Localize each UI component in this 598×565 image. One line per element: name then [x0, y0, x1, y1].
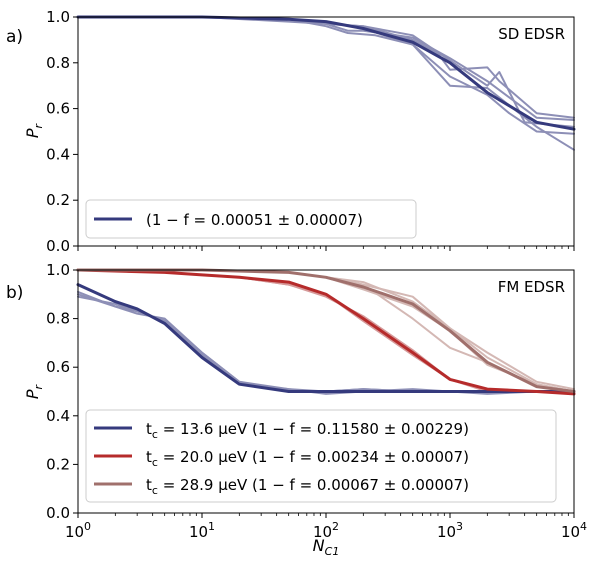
legend-label-sd: (1 − f = 0.00051 ± 0.00007) [146, 211, 363, 229]
series-line-1-4 [76, 268, 576, 396]
y-tick-label-0-4: 0.8 [46, 54, 70, 72]
panel-b-series [76, 268, 576, 396]
y-tick-label-1-1: 0.2 [46, 455, 70, 473]
series-line-1-0 [76, 283, 576, 393]
y-tick-label-1-3: 0.6 [46, 358, 70, 376]
panel-b-title: FM EDSR [498, 278, 565, 296]
y-tick-label-1-4: 0.8 [46, 310, 70, 328]
panel-a-legend: (1 − f = 0.00051 ± 0.00007) [85, 199, 417, 239]
panel-a-series [76, 15, 576, 151]
panel-a-title: SD EDSR [498, 25, 565, 43]
panel-a-ylabel: Pr [23, 122, 45, 138]
x-tick-label-0: 100 [65, 520, 91, 541]
panel-a-letter: a) [6, 27, 23, 47]
panel-a-legend-box [85, 199, 417, 239]
panel-a-ticks: 0.0 0.2 0.4 0.6 0.8 1.0 [46, 8, 575, 255]
y-tick-label-0-3: 0.6 [46, 100, 70, 118]
y-tick-label-0-5: 1.0 [46, 8, 70, 26]
x-tick-label-3: 103 [437, 520, 463, 541]
x-tick-label-1: 101 [189, 520, 215, 541]
series-line-0-0 [76, 15, 576, 131]
y-tick-label-1-5: 1.0 [46, 261, 70, 279]
legend-label-20-0: tc = 20.0 μeV (1 − f = 0.00234 ± 0.00007… [146, 448, 469, 469]
series-line-1-1 [77, 293, 575, 393]
y-tick-label-0-1: 0.2 [46, 191, 70, 209]
panel-a: 0.0 0.2 0.4 0.6 0.8 1.0 a) SD EDSR Pr (1 − f … [6, 8, 576, 255]
y-tick-label-0-2: 0.4 [46, 145, 70, 163]
panel-b-legend: tc = 13.6 μeV (1 − f = 0.11580 ± 0.00229… [85, 409, 557, 503]
x-tick-label-4: 104 [561, 520, 587, 541]
series-line-1-7 [76, 268, 576, 393]
series-line-1-3 [77, 290, 575, 393]
panel-b-legend-box [85, 409, 557, 503]
panel-b-letter: b) [6, 283, 23, 303]
y-tick-label-0-0: 0.0 [46, 237, 70, 255]
y-tick-label-1-0: 0.0 [46, 504, 70, 522]
legend-label-28-9: tc = 28.9 μeV (1 − f = 0.00067 ± 0.00007… [146, 476, 469, 497]
legend-label-13-6: tc = 13.6 μeV (1 − f = 0.11580 ± 0.00229… [146, 420, 469, 441]
series-line-1-2 [77, 295, 575, 395]
y-tick-label-1-2: 0.4 [46, 407, 70, 425]
panel-b-ylabel: Pr [23, 383, 45, 399]
